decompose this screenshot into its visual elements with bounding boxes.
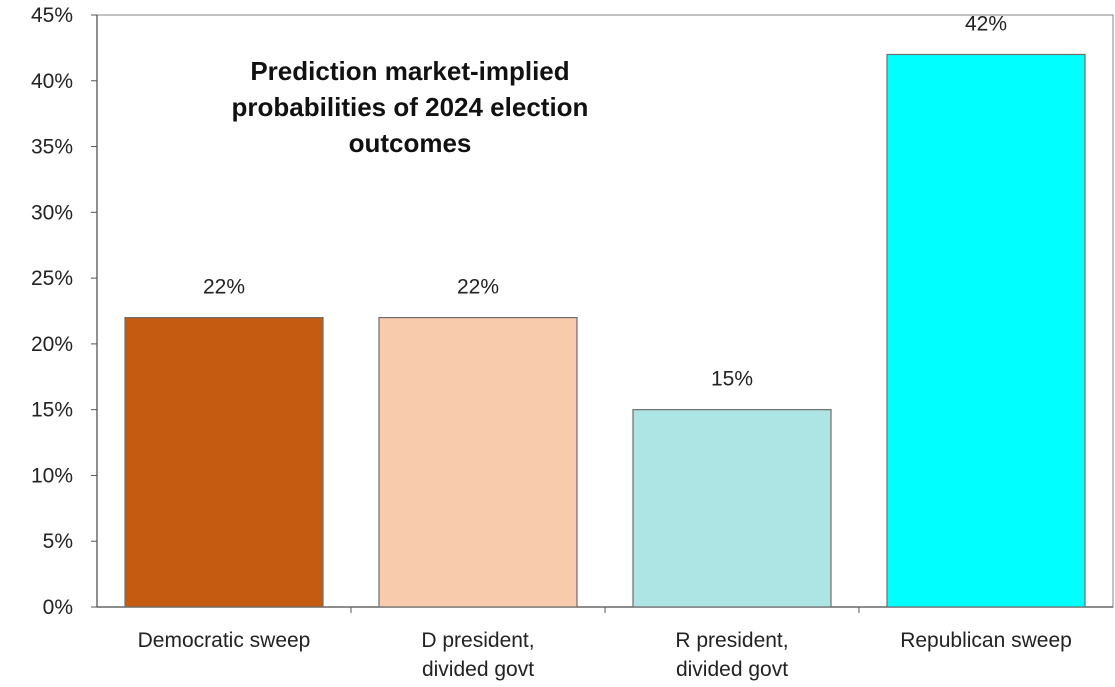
y-tick-label: 45%	[31, 4, 73, 27]
x-tick-label-line: divided govt	[676, 658, 788, 681]
x-axis: Democratic sweep D president, divided govt…	[138, 607, 1072, 681]
data-labels: 22% 22% 15% 42%	[203, 12, 1007, 390]
chart-title-text: Prediction market-implied probabilities o…	[232, 56, 589, 158]
y-tick-label: 20%	[31, 333, 73, 356]
y-tick-label: 30%	[31, 201, 73, 224]
x-tick-label: D president, divided govt	[421, 629, 534, 681]
data-label: 15%	[711, 368, 753, 391]
y-tick-label: 35%	[31, 136, 73, 159]
data-label: 42%	[965, 12, 1007, 35]
y-tick-label: 10%	[31, 464, 73, 487]
chart-title-line: Prediction market-implied	[250, 56, 569, 86]
x-tick-label-line: R president,	[675, 629, 788, 652]
bar	[886, 53, 1086, 608]
x-tick-label: Democratic sweep	[138, 629, 311, 652]
y-tick-label: 15%	[31, 399, 73, 422]
bars	[124, 53, 1086, 608]
x-tick-label-line: divided govt	[422, 658, 534, 681]
chart-title-line: probabilities of 2024 election	[232, 92, 589, 122]
x-tick-label-line: Democratic sweep	[138, 629, 311, 652]
data-label: 22%	[457, 276, 499, 299]
bar	[378, 316, 578, 608]
chart-title-line: outcomes	[349, 128, 472, 158]
x-tick-label-line: D president,	[421, 629, 534, 652]
x-tick-label: Republican sweep	[900, 629, 1072, 652]
bar	[632, 409, 832, 608]
y-tick-label: 5%	[43, 530, 73, 553]
x-tick-label-line: Republican sweep	[900, 629, 1072, 652]
y-tick-label: 0%	[43, 596, 73, 619]
data-label: 22%	[203, 276, 245, 299]
bar	[124, 316, 324, 608]
x-tick-label: R president, divided govt	[675, 629, 788, 681]
y-tick-label: 40%	[31, 70, 73, 93]
y-tick-label: 25%	[31, 267, 73, 290]
chart-title: Prediction market-implied probabilities o…	[232, 56, 589, 158]
y-axis: 0% 5% 10% 15% 20% 25% 30% 35% 40% 45%	[31, 4, 97, 619]
